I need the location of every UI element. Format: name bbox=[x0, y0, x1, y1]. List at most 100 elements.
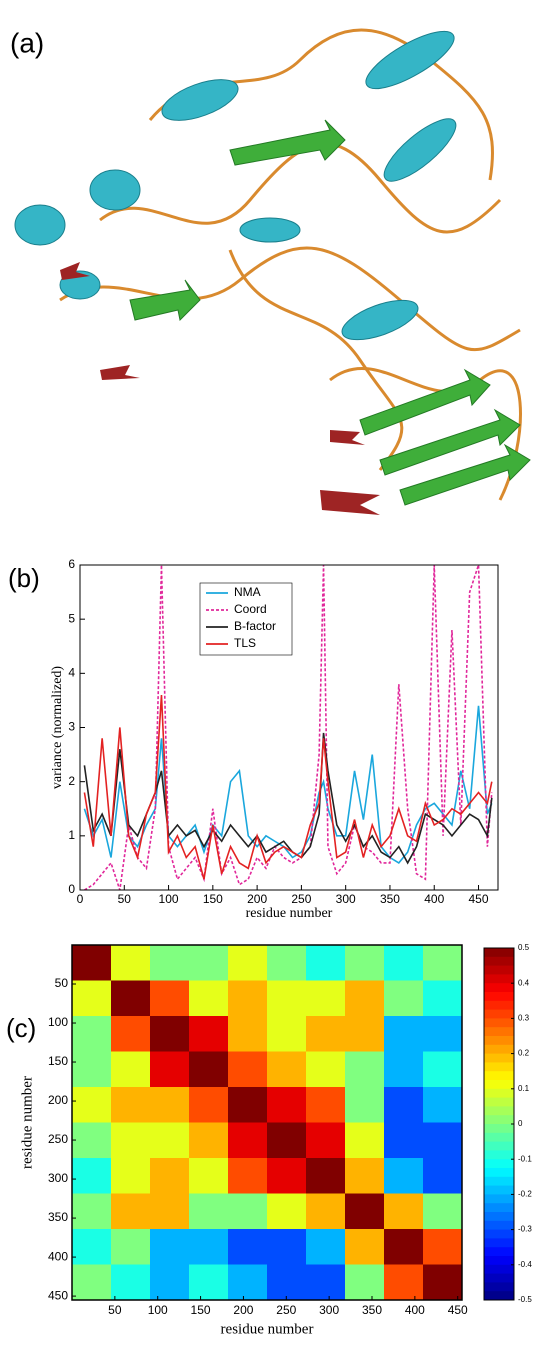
x-tick-label: 400 bbox=[405, 1303, 425, 1317]
colorbar-tick-label: 0.3 bbox=[518, 1014, 530, 1023]
y-tick-label: 150 bbox=[48, 1054, 68, 1068]
heat-cell bbox=[384, 1229, 424, 1265]
series-line bbox=[83, 694, 493, 880]
heat-cell bbox=[384, 1264, 424, 1301]
heat-cell bbox=[72, 1193, 112, 1230]
heat-cell bbox=[189, 1122, 229, 1159]
heat-cell bbox=[306, 1229, 346, 1265]
heat-cell bbox=[189, 1158, 229, 1194]
heat-cell bbox=[72, 945, 112, 981]
colorbar-tick-label: 0.1 bbox=[518, 1084, 530, 1093]
heat-cell bbox=[150, 1193, 190, 1230]
colorbar-tick-label: 0.2 bbox=[518, 1049, 530, 1058]
heat-cell bbox=[384, 945, 424, 981]
x-axis-label: residue number bbox=[221, 1321, 314, 1337]
x-tick-label: 50 bbox=[118, 892, 132, 906]
heat-cell bbox=[228, 1229, 268, 1265]
heat-cell bbox=[72, 1264, 112, 1301]
colorbar-step bbox=[484, 974, 514, 984]
colorbar-tick-label: 0.4 bbox=[518, 978, 530, 987]
heat-cell bbox=[72, 1158, 112, 1194]
heat-cell bbox=[345, 1264, 385, 1301]
y-tick-label: 6 bbox=[68, 557, 75, 571]
heat-cell bbox=[384, 1158, 424, 1194]
heat-cell bbox=[111, 1158, 151, 1194]
protein-structure bbox=[14, 28, 531, 515]
heat-cell bbox=[267, 1229, 307, 1265]
heat-cell bbox=[189, 1193, 229, 1230]
heat-cell bbox=[111, 1193, 151, 1230]
heat-cell bbox=[228, 1122, 268, 1159]
heat-cell bbox=[306, 1122, 346, 1159]
colorbar-step bbox=[484, 1273, 514, 1283]
y-tick-label: 300 bbox=[48, 1171, 68, 1185]
heat-cell bbox=[384, 1122, 424, 1159]
heat-cell bbox=[189, 1229, 229, 1265]
colorbar-tick-label: -0.5 bbox=[518, 1295, 532, 1304]
heat-cell bbox=[72, 1051, 112, 1088]
heat-cell bbox=[423, 1158, 463, 1194]
legend-label: Coord bbox=[234, 602, 267, 616]
heat-cell bbox=[267, 1051, 307, 1088]
heat-cell bbox=[345, 1051, 385, 1088]
heat-cell bbox=[189, 1051, 229, 1088]
y-tick-label: 450 bbox=[48, 1288, 68, 1302]
x-tick-label: 150 bbox=[203, 892, 223, 906]
y-tick-label: 1 bbox=[68, 828, 75, 842]
colorbar-step bbox=[484, 1053, 514, 1063]
plot-frame bbox=[71, 944, 463, 1301]
colorbar-step bbox=[484, 1018, 514, 1028]
heat-cell bbox=[423, 1264, 463, 1301]
y-tick-label: 400 bbox=[48, 1249, 68, 1263]
panel-label: (b) bbox=[8, 563, 40, 593]
colorbar-step bbox=[484, 1044, 514, 1055]
colorbar-step bbox=[484, 1062, 514, 1072]
colorbar-step bbox=[484, 1256, 514, 1266]
colorbar-step bbox=[484, 1088, 514, 1099]
heat-cell bbox=[345, 1229, 385, 1265]
heat-cell bbox=[384, 1016, 424, 1052]
legend-box bbox=[199, 582, 293, 656]
x-tick-label: 350 bbox=[362, 1303, 382, 1317]
panel-label: (c) bbox=[6, 1013, 36, 1043]
heat-cell bbox=[267, 945, 307, 981]
panel-label: (a) bbox=[10, 27, 44, 58]
x-tick-label: 450 bbox=[469, 892, 489, 906]
colorbar-step bbox=[484, 1027, 514, 1037]
colorbar-step bbox=[484, 1168, 514, 1178]
colorbar-step bbox=[484, 1150, 514, 1160]
heat-cell bbox=[423, 980, 463, 1017]
y-tick-label: 3 bbox=[68, 720, 75, 734]
heat-cell bbox=[150, 1264, 190, 1301]
heat-cell bbox=[306, 1193, 346, 1230]
heat-cell bbox=[228, 980, 268, 1017]
heat-cell bbox=[423, 1051, 463, 1088]
colorbar-step bbox=[484, 1247, 514, 1257]
heat-cell bbox=[228, 945, 268, 981]
heat-cell bbox=[228, 1051, 268, 1088]
x-tick-label: 100 bbox=[159, 892, 179, 906]
heat-cell bbox=[72, 1016, 112, 1052]
heat-cell bbox=[189, 1264, 229, 1301]
heat-cell bbox=[306, 1087, 346, 1123]
x-axis-label: residue number bbox=[246, 906, 333, 921]
heat-cell bbox=[267, 1087, 307, 1123]
heat-cell bbox=[111, 1229, 151, 1265]
x-tick-label: 100 bbox=[148, 1303, 168, 1317]
heat-cell bbox=[72, 1122, 112, 1159]
heat-cell bbox=[306, 1016, 346, 1052]
heat-cell bbox=[345, 1087, 385, 1123]
colorbar-step bbox=[484, 1176, 514, 1187]
heat-cell bbox=[306, 1158, 346, 1194]
heat-cell bbox=[150, 945, 190, 981]
heat-cell bbox=[345, 945, 385, 981]
x-tick-label: 50 bbox=[108, 1303, 122, 1317]
heat-cell bbox=[150, 1158, 190, 1194]
heat-cell bbox=[267, 980, 307, 1017]
heat-cell bbox=[111, 1087, 151, 1123]
x-tick-label: 350 bbox=[380, 892, 400, 906]
x-tick-label: 0 bbox=[77, 892, 84, 906]
heat-cell bbox=[384, 1193, 424, 1230]
heat-cell bbox=[111, 1016, 151, 1052]
y-axis-label: variance (normalized) bbox=[50, 666, 65, 790]
